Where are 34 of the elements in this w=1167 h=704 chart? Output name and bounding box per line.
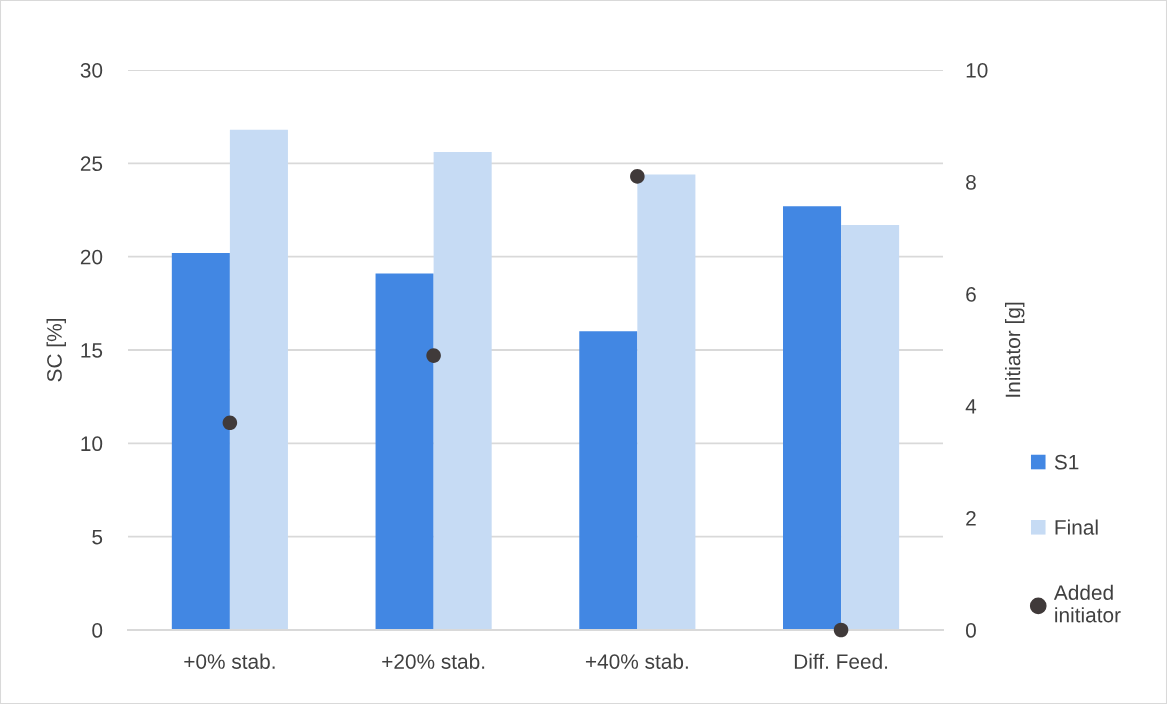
bar [783,206,842,631]
legend-label: Final [1055,519,1098,535]
point [833,622,849,638]
y2-tick-label: 0 [965,623,976,638]
bar [229,129,288,631]
bar [375,273,434,631]
bar [637,174,696,631]
bar [171,252,230,631]
x-tick-label: Diff. Feed. [794,653,888,669]
x-tick-label: +20% stab. [382,653,485,669]
x-tick-label: +40% stab. [585,653,688,669]
x-tick-label: +0% stab. [184,653,275,669]
y-tick-label: 30 [80,62,103,78]
bar [841,224,900,631]
y-tick-label: 20 [80,249,103,265]
y-tick-label: 15 [81,343,103,358]
bar [433,152,492,631]
y2-tick-label: 4 [965,399,977,414]
legend-label: S1 [1054,454,1079,470]
y2-axis-title: Initiator [g] [1005,302,1025,397]
y2-tick-label: 6 [966,286,976,302]
y2-tick-label: 10 [966,62,988,78]
legend-label: Added initiator [1053,584,1121,623]
y2-tick-label: 8 [966,174,976,190]
y-tick-label: 0 [92,623,103,638]
y-tick-label: 25 [80,156,103,172]
point [630,169,645,184]
y-axis-title: SC [%] [46,319,66,382]
y2-tick-label: 2 [966,511,976,526]
point [222,415,238,431]
point [426,348,441,363]
y-tick-label: 5 [92,529,103,545]
bar [579,331,638,631]
y-tick-label: 10 [81,436,103,452]
